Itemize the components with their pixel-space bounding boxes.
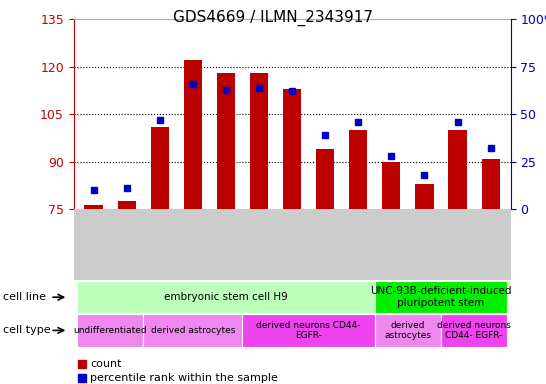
Bar <box>283 89 301 209</box>
Text: GSM997556: GSM997556 <box>122 211 132 271</box>
Text: percentile rank within the sample: percentile rank within the sample <box>90 373 278 383</box>
Bar <box>482 159 500 209</box>
Bar <box>151 127 169 209</box>
Text: UNC-93B-deficient-induced
pluripotent stem: UNC-93B-deficient-induced pluripotent st… <box>370 286 512 308</box>
Bar <box>382 162 400 209</box>
Bar <box>448 130 467 209</box>
Text: GSM997572: GSM997572 <box>419 211 430 271</box>
Text: GSM997567: GSM997567 <box>320 211 330 271</box>
Text: GDS4669 / ILMN_2343917: GDS4669 / ILMN_2343917 <box>173 10 373 26</box>
Text: derived
astrocytes: derived astrocytes <box>384 321 431 340</box>
Text: GSM997564: GSM997564 <box>221 211 231 271</box>
Bar <box>85 205 103 209</box>
Bar <box>250 73 268 209</box>
Text: GSM997568: GSM997568 <box>353 211 363 271</box>
Text: GSM997569: GSM997569 <box>453 211 462 271</box>
Text: GSM997566: GSM997566 <box>287 211 297 271</box>
Text: GSM997571: GSM997571 <box>387 211 396 271</box>
Text: GSM997555: GSM997555 <box>88 211 99 271</box>
Bar <box>184 60 202 209</box>
Bar <box>416 184 434 209</box>
Bar <box>117 201 136 209</box>
Text: undifferentiated: undifferentiated <box>73 326 147 335</box>
Text: derived neurons CD44-
EGFR-: derived neurons CD44- EGFR- <box>257 321 361 340</box>
Text: derived astrocytes: derived astrocytes <box>151 326 235 335</box>
Text: GSM997557: GSM997557 <box>155 211 165 271</box>
Text: GSM997570: GSM997570 <box>485 211 496 271</box>
Text: embryonic stem cell H9: embryonic stem cell H9 <box>164 292 288 302</box>
Bar <box>217 73 235 209</box>
Text: count: count <box>90 359 122 369</box>
Text: derived neurons
CD44- EGFR-: derived neurons CD44- EGFR- <box>437 321 511 340</box>
Text: GSM997565: GSM997565 <box>254 211 264 271</box>
Text: cell type: cell type <box>3 325 50 336</box>
Bar <box>316 149 334 209</box>
Bar <box>349 130 367 209</box>
Text: cell line: cell line <box>3 292 46 302</box>
Text: GSM997563: GSM997563 <box>188 211 198 271</box>
